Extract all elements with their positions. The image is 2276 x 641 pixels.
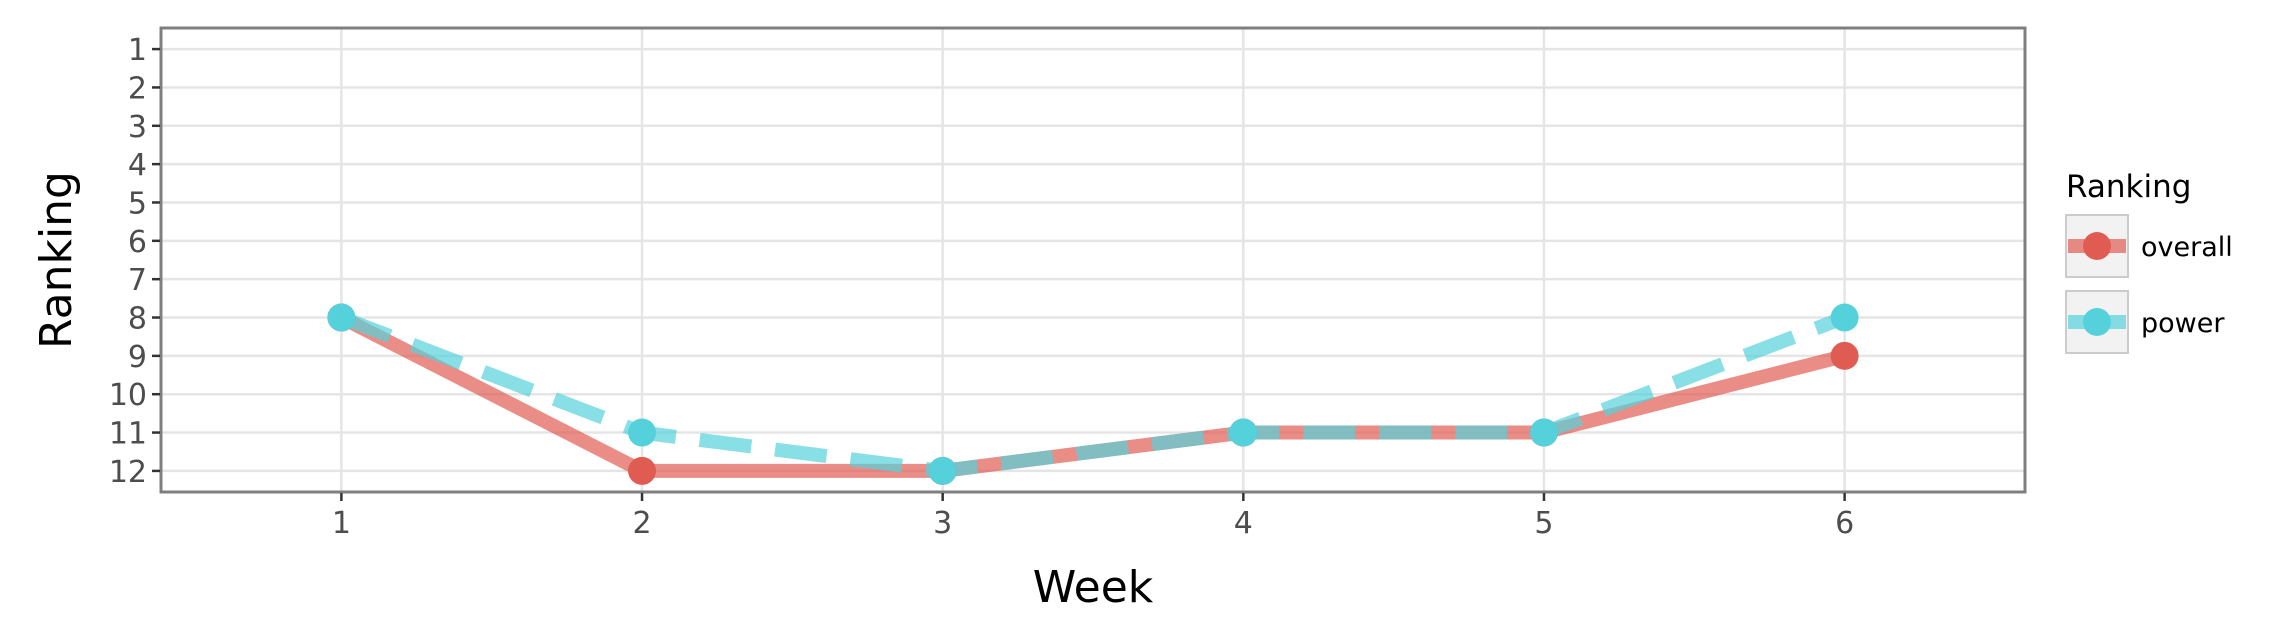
x-axis-ticks: 1 2 3 4 5 6 <box>332 493 1854 541</box>
legend-key-marker <box>2083 308 2111 336</box>
x-tick-label: 3 <box>933 506 952 541</box>
y-tick-label: 12 <box>109 455 147 490</box>
y-tick-label: 6 <box>128 225 147 260</box>
legend-item-power: power <box>2065 290 2225 354</box>
y-tick-label: 2 <box>128 71 147 106</box>
point-power <box>1830 303 1859 332</box>
x-tick-label: 5 <box>1534 506 1553 541</box>
legend-title: Ranking <box>2066 169 2191 205</box>
legend-key-marker <box>2083 232 2111 260</box>
x-tick-label: 2 <box>632 506 651 541</box>
y-tick-label: 10 <box>109 378 147 413</box>
point-overall <box>628 456 657 485</box>
y-axis-title: Ranking <box>31 171 82 349</box>
x-axis-title: Week <box>1033 562 1154 613</box>
point-power <box>1529 418 1558 447</box>
y-tick-label: 5 <box>128 186 147 221</box>
plot-panel-border <box>159 26 2027 494</box>
y-tick-label: 8 <box>128 302 147 337</box>
y-tick-label: 11 <box>109 417 147 452</box>
series-line-power <box>338 310 1848 478</box>
y-tick-label: 7 <box>128 263 147 298</box>
legend-label: power <box>2141 308 2225 339</box>
legend-items: overall power <box>2065 214 2233 354</box>
y-tick-label: 3 <box>128 110 147 145</box>
y-tick-label: 9 <box>128 340 147 375</box>
point-power <box>1229 418 1258 447</box>
point-power <box>928 456 957 485</box>
legend-item-overall: overall <box>2065 214 2233 278</box>
x-tick-label: 1 <box>332 506 351 541</box>
x-tick-label: 6 <box>1835 506 1854 541</box>
x-tick-label: 4 <box>1234 506 1253 541</box>
legend: Ranking overall power <box>2065 169 2233 354</box>
y-tick-label: 4 <box>128 148 147 183</box>
point-power <box>628 418 657 447</box>
point-power <box>327 303 356 332</box>
series-lines <box>338 310 1848 478</box>
grid-lines <box>161 28 2025 492</box>
point-overall <box>1830 341 1859 370</box>
series-points <box>327 303 1859 485</box>
plot-panel <box>161 28 2025 492</box>
y-tick-label: 1 <box>128 33 147 68</box>
legend-label: overall <box>2141 232 2233 263</box>
